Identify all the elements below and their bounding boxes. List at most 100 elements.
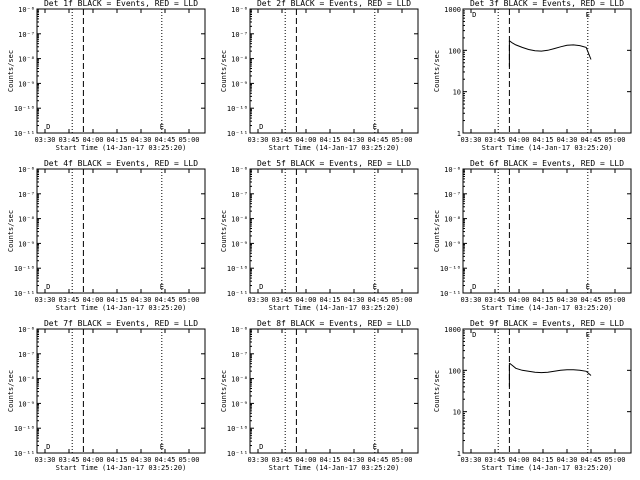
x-tick-label: 04:00	[295, 456, 316, 464]
x-axis-label: Start Time (14-Jan-17 03:25:20)	[269, 304, 400, 312]
events-series-line	[509, 40, 592, 60]
y-tick-label: 10⁻⁸	[231, 376, 248, 384]
x-tick-label: 03:30	[460, 136, 481, 144]
y-tick-label: 10⁻⁹	[444, 240, 461, 248]
x-axis-label: Start Time (14-Jan-17 03:25:20)	[482, 464, 613, 472]
x-tick-label: 04:45	[367, 136, 388, 144]
event-marker-label: D	[46, 283, 50, 291]
x-tick-label: 05:00	[391, 456, 412, 464]
y-tick-label: 10	[453, 89, 461, 97]
chart-title: Det 2f BLACK = Events, RED = LLD	[257, 0, 411, 8]
chart-panel-6: Det 6f BLACK = Events, RED = LLD 10⁻⁶ 10⁻⁷…	[433, 159, 632, 312]
x-tick-label: 04:45	[154, 296, 175, 304]
chart-panel-9: Det 9f BLACK = Events, RED = LLD 1000 100 1…	[433, 319, 632, 472]
x-tick-label: 04:00	[508, 296, 529, 304]
x-tick-label: 03:45	[58, 136, 79, 144]
x-tick-label: 04:30	[343, 296, 364, 304]
chart-panel-5: Det 5f BLACK = Events, RED = LLD 10⁻⁶ 10⁻⁷…	[220, 159, 419, 312]
x-tick-label: 03:30	[34, 136, 55, 144]
x-tick-label: 04:00	[508, 456, 529, 464]
x-axis-label: Start Time (14-Jan-17 03:25:20)	[482, 144, 613, 152]
event-marker-label: D	[259, 443, 263, 451]
x-tick-label: 04:15	[106, 136, 127, 144]
events-series-line	[509, 362, 592, 376]
event-marker-label: E	[586, 11, 590, 19]
x-tick-label: 03:30	[247, 136, 268, 144]
event-marker-label: E	[373, 123, 377, 131]
x-tick-label: 03:45	[484, 136, 505, 144]
chart-title: Det 4f BLACK = Events, RED = LLD	[44, 159, 198, 168]
x-tick-label: 03:30	[460, 456, 481, 464]
y-tick-label: 10⁻⁷	[18, 351, 35, 359]
x-tick-label: 05:00	[178, 296, 199, 304]
x-tick-label: 04:15	[319, 456, 340, 464]
event-marker-label: D	[472, 11, 476, 19]
event-marker-label: D	[259, 123, 263, 131]
y-tick-label: 10⁻⁶	[444, 166, 461, 174]
x-axis-label: Start Time (14-Jan-17 03:25:20)	[56, 304, 187, 312]
x-axis-label: Start Time (14-Jan-17 03:25:20)	[269, 464, 400, 472]
chart-panel-1: Det 1f BLACK = Events, RED = LLD 10⁻⁶ 10⁻⁷…	[7, 0, 206, 152]
x-tick-label: 04:30	[556, 136, 577, 144]
y-tick-label: 1	[457, 130, 461, 138]
plot-frame	[36, 8, 206, 134]
y-tick-label: 10⁻⁹	[18, 400, 35, 408]
y-tick-label: 10⁻⁸	[18, 56, 35, 64]
x-tick-label: 04:45	[367, 296, 388, 304]
x-tick-label: 03:45	[484, 456, 505, 464]
y-tick-label: 10⁻⁹	[18, 240, 35, 248]
y-tick-label: 10⁻¹¹	[227, 290, 248, 298]
y-tick-label: 10⁻⁶	[18, 6, 35, 14]
x-tick-label: 04:00	[82, 456, 103, 464]
chart-panel-3: Det 3f BLACK = Events, RED = LLD 1000 100 1…	[433, 0, 632, 152]
y-tick-label: 10⁻⁸	[231, 56, 248, 64]
y-tick-label: 10⁻⁹	[231, 80, 248, 88]
y-axis-label: Counts/sec	[7, 210, 15, 252]
y-tick-label: 10⁻¹¹	[227, 130, 248, 138]
x-axis-label: Start Time (14-Jan-17 03:25:20)	[56, 144, 187, 152]
x-tick-label: 05:00	[604, 456, 625, 464]
event-marker-label: E	[373, 443, 377, 451]
plot-frame	[249, 168, 419, 294]
y-axis-label: Counts/sec	[433, 210, 441, 252]
y-tick-label: 1	[457, 450, 461, 458]
chart-title: Det 6f BLACK = Events, RED = LLD	[470, 159, 624, 168]
chart-panel-8: Det 8f BLACK = Events, RED = LLD 10⁻⁶ 10⁻⁷…	[220, 319, 419, 472]
x-tick-label: 03:45	[271, 456, 292, 464]
y-tick-label: 10⁻⁷	[231, 351, 248, 359]
y-axis-label: Counts/sec	[433, 370, 441, 412]
x-tick-label: 03:30	[34, 296, 55, 304]
y-axis-label: Counts/sec	[7, 50, 15, 92]
y-tick-label: 10⁻¹¹	[440, 290, 461, 298]
chart-title: Det 3f BLACK = Events, RED = LLD	[470, 0, 624, 8]
y-tick-label: 10⁻¹⁰	[14, 425, 35, 433]
x-tick-label: 04:30	[343, 456, 364, 464]
x-tick-label: 03:45	[484, 296, 505, 304]
event-marker-label: D	[46, 443, 50, 451]
x-tick-label: 05:00	[178, 456, 199, 464]
plot-frame	[462, 168, 632, 294]
y-tick-label: 10⁻⁶	[18, 166, 35, 174]
x-tick-label: 04:30	[130, 456, 151, 464]
y-tick-label: 10⁻⁶	[231, 6, 248, 14]
y-tick-label: 10⁻¹¹	[14, 130, 35, 138]
y-tick-label: 10⁻⁶	[231, 326, 248, 334]
y-tick-label: 10⁻¹¹	[227, 450, 248, 458]
chart-title: Det 8f BLACK = Events, RED = LLD	[257, 319, 411, 328]
chart-title: Det 1f BLACK = Events, RED = LLD	[44, 0, 198, 8]
x-tick-label: 03:30	[460, 296, 481, 304]
y-tick-label: 10⁻⁹	[231, 240, 248, 248]
x-tick-label: 04:15	[532, 456, 553, 464]
y-axis-label: Counts/sec	[220, 210, 228, 252]
y-tick-label: 10⁻⁷	[231, 31, 248, 39]
chart-panel-2: Det 2f BLACK = Events, RED = LLD 10⁻⁶ 10⁻⁷…	[220, 0, 419, 152]
y-tick-label: 1000	[444, 326, 461, 334]
y-tick-label: 10⁻⁹	[18, 80, 35, 88]
y-tick-label: 10⁻⁹	[231, 400, 248, 408]
x-tick-label: 04:00	[82, 296, 103, 304]
y-tick-label: 10⁻⁶	[18, 326, 35, 334]
chart-title: Det 7f BLACK = Events, RED = LLD	[44, 319, 198, 328]
plot-frame	[36, 328, 206, 454]
y-axis-label: Counts/sec	[433, 50, 441, 92]
